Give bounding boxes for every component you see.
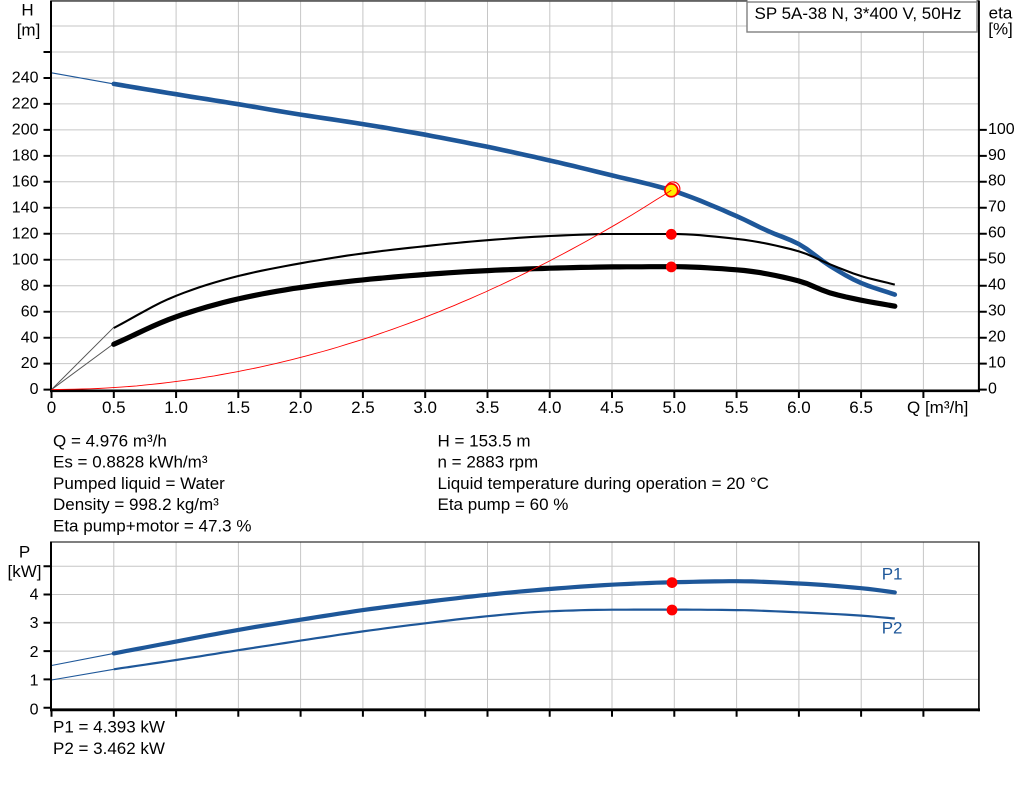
svg-text:40: 40 xyxy=(988,277,1006,294)
svg-text:Pumped liquid = Water: Pumped liquid = Water xyxy=(53,474,225,493)
svg-text:2: 2 xyxy=(30,644,39,661)
svg-text:100: 100 xyxy=(12,251,39,268)
svg-text:40: 40 xyxy=(21,329,39,346)
svg-text:0: 0 xyxy=(47,398,56,417)
svg-text:3.0: 3.0 xyxy=(413,398,437,417)
svg-text:P1 = 4.393 kW: P1 = 4.393 kW xyxy=(53,718,165,737)
svg-text:P: P xyxy=(19,543,30,562)
svg-text:1.5: 1.5 xyxy=(226,398,250,417)
svg-text:140: 140 xyxy=(12,199,39,216)
svg-text:0: 0 xyxy=(30,381,39,398)
svg-text:200: 200 xyxy=(12,122,39,139)
svg-text:180: 180 xyxy=(12,148,39,165)
svg-text:H = 153.5 m: H = 153.5 m xyxy=(438,431,531,450)
svg-text:5.5: 5.5 xyxy=(725,398,749,417)
svg-text:80: 80 xyxy=(988,173,1006,190)
svg-text:P1: P1 xyxy=(882,564,903,583)
svg-text:Eta pump+motor = 47.3 %: Eta pump+motor = 47.3 % xyxy=(53,516,251,535)
svg-text:1.0: 1.0 xyxy=(164,398,188,417)
svg-text:240: 240 xyxy=(12,70,39,87)
svg-text:2.5: 2.5 xyxy=(351,398,375,417)
svg-text:2.0: 2.0 xyxy=(289,398,313,417)
svg-text:220: 220 xyxy=(12,96,39,113)
svg-text:Liquid temperature during oper: Liquid temperature during operation = 20… xyxy=(438,474,769,493)
svg-text:[%]: [%] xyxy=(988,20,1013,39)
svg-text:100: 100 xyxy=(988,121,1015,138)
svg-text:120: 120 xyxy=(12,225,39,242)
svg-text:90: 90 xyxy=(988,147,1006,164)
svg-text:20: 20 xyxy=(988,329,1006,346)
svg-text:[kW]: [kW] xyxy=(8,562,42,581)
svg-text:70: 70 xyxy=(988,199,1006,216)
svg-text:3: 3 xyxy=(30,615,39,632)
svg-text:80: 80 xyxy=(21,277,39,294)
svg-text:6.5: 6.5 xyxy=(849,398,873,417)
svg-text:160: 160 xyxy=(12,173,39,190)
svg-text:P2: P2 xyxy=(882,618,903,637)
svg-text:Density = 998.2 kg/m³: Density = 998.2 kg/m³ xyxy=(53,495,219,514)
svg-text:0: 0 xyxy=(988,381,997,398)
svg-text:30: 30 xyxy=(988,303,1006,320)
svg-text:Q [m³/h]: Q [m³/h] xyxy=(907,398,968,417)
svg-text:[m]: [m] xyxy=(17,21,41,40)
svg-text:H: H xyxy=(21,1,33,20)
svg-text:Es = 0.8828 kWh/m³: Es = 0.8828 kWh/m³ xyxy=(53,453,208,472)
svg-text:Eta pump = 60 %: Eta pump = 60 % xyxy=(438,495,569,514)
svg-text:Q = 4.976 m³/h: Q = 4.976 m³/h xyxy=(53,431,167,450)
svg-text:3.5: 3.5 xyxy=(476,398,500,417)
svg-text:1: 1 xyxy=(30,673,39,690)
svg-text:10: 10 xyxy=(988,355,1006,372)
svg-text:4: 4 xyxy=(30,587,39,604)
svg-text:50: 50 xyxy=(988,251,1006,268)
svg-text:0: 0 xyxy=(30,701,39,718)
svg-text:0.5: 0.5 xyxy=(102,398,126,417)
svg-text:P2 = 3.462 kW: P2 = 3.462 kW xyxy=(53,739,165,758)
svg-text:6.0: 6.0 xyxy=(787,398,811,417)
svg-text:eta: eta xyxy=(989,3,1013,22)
svg-text:60: 60 xyxy=(21,303,39,320)
svg-text:20: 20 xyxy=(21,355,39,372)
svg-text:5.0: 5.0 xyxy=(662,398,686,417)
svg-text:4.5: 4.5 xyxy=(600,398,624,417)
svg-text:4.0: 4.0 xyxy=(538,398,562,417)
svg-text:n = 2883 rpm: n = 2883 rpm xyxy=(438,453,539,472)
svg-text:SP 5A-38 N, 3*400 V, 50Hz: SP 5A-38 N, 3*400 V, 50Hz xyxy=(755,4,962,23)
svg-text:60: 60 xyxy=(988,225,1006,242)
